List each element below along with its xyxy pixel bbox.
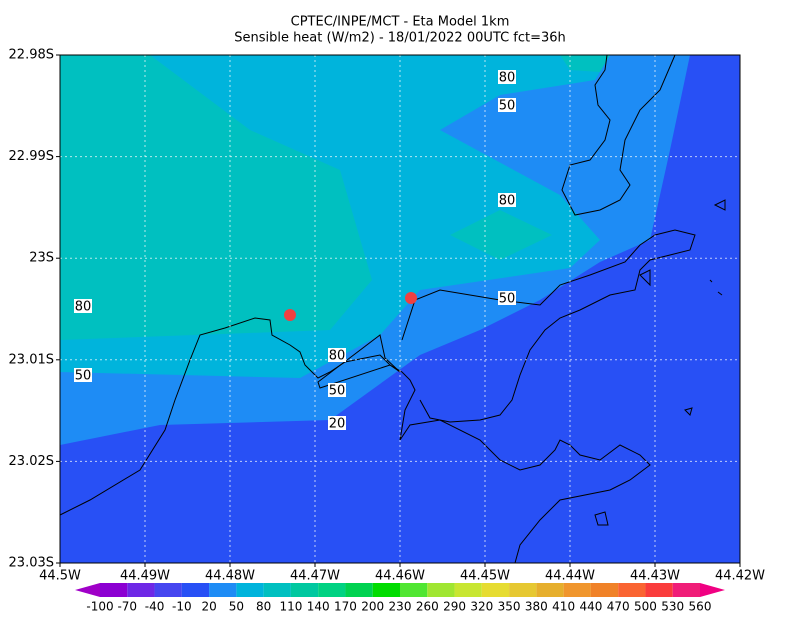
contour-label-box	[498, 291, 516, 305]
lon-tick-label: 44.45W	[460, 569, 510, 584]
contour-label-box	[328, 416, 346, 430]
colorbar-label: 260	[416, 600, 439, 614]
colorbar-label: 560	[689, 600, 712, 614]
colorbar-swatch	[536, 583, 564, 597]
colorbar-label: 200	[361, 600, 384, 614]
colorbar-label: 50	[229, 600, 244, 614]
station-marker	[284, 309, 296, 321]
grid	[60, 55, 740, 563]
lon-tick-label: 44.5W	[39, 569, 81, 584]
colorbar-label: 350	[498, 600, 521, 614]
colorbar-swatch	[209, 583, 237, 597]
title-line: CPTEC/INPE/MCT - Eta Model 1km	[291, 15, 510, 30]
contour-label: 20	[329, 417, 346, 432]
contour-label: 80	[75, 300, 92, 315]
lon-tick-label: 44.47W	[290, 569, 340, 584]
colorbar-swatch	[509, 583, 537, 597]
colorbar-label: 410	[552, 600, 575, 614]
station-marker	[405, 292, 417, 304]
colorbar-label: 140	[307, 600, 330, 614]
region-110-140	[560, 55, 610, 72]
lon-tick-label: 44.42W	[715, 569, 765, 584]
lat-tick-label: 23.01S	[9, 352, 54, 367]
colorbar-label: 170	[334, 600, 357, 614]
lon-tick-label: 44.44W	[545, 569, 595, 584]
contour-label-box	[74, 299, 92, 313]
colorbar-arrow	[700, 583, 725, 597]
colorbar-swatch	[590, 583, 619, 597]
lat-tick-label: 23.03S	[9, 556, 54, 571]
lon-tick-label: 44.48W	[205, 569, 255, 584]
colorbar-swatch	[645, 583, 673, 597]
map-fill	[60, 55, 740, 563]
colorbar-swatch	[100, 583, 128, 597]
contour-label-box	[328, 348, 346, 362]
contour-label-box	[498, 70, 516, 84]
colorbar-arrow	[75, 583, 100, 597]
contour-label: 50	[329, 384, 346, 399]
colorbar-swatch	[154, 583, 182, 597]
colorbar-label: 440	[579, 600, 602, 614]
colorbar-label: 530	[661, 600, 684, 614]
region-110-140	[450, 210, 552, 260]
colorbar-swatch	[672, 583, 700, 597]
lon-tick-label: 44.46W	[375, 569, 425, 584]
contour-label: 50	[499, 99, 516, 114]
colorbar-label: 320	[470, 600, 493, 614]
lat-tick-label: 22.99S	[9, 149, 54, 164]
coastline-north	[561, 54, 676, 216]
lat-tick-label: 23.02S	[9, 454, 54, 469]
contour-label: 50	[75, 369, 92, 384]
lon-tick-label: 44.43W	[630, 569, 680, 584]
colorbar-swatch	[263, 583, 291, 597]
colorbar-swatch	[454, 583, 482, 597]
colorbar-label: -70	[117, 600, 137, 614]
colorbar-swatch	[481, 583, 510, 597]
region-110-140	[60, 55, 372, 340]
colorbar-label: 20	[201, 600, 216, 614]
lon-tick-label: 44.49W	[120, 569, 170, 584]
colorbar-swatch	[372, 583, 400, 597]
colorbar-label: 380	[525, 600, 548, 614]
coastline-east	[401, 229, 696, 423]
colorbar-label: 110	[279, 600, 302, 614]
colorbar-swatch	[181, 583, 210, 597]
colorbar-label: -100	[86, 600, 113, 614]
contour-label: 80	[329, 349, 346, 364]
contour-label-box	[498, 193, 516, 207]
lat-tick-label: 23S	[29, 251, 54, 266]
colorbar-swatch	[127, 583, 155, 597]
contour-label: 50	[499, 292, 516, 307]
colorbar-label: -10	[172, 600, 192, 614]
islands	[594, 199, 726, 526]
colorbar-label: 500	[634, 600, 657, 614]
contour-label-box	[328, 383, 346, 397]
contour-label: 80	[499, 194, 516, 209]
title-line: Sensible heat (W/m2) - 18/01/2022 00UTC …	[234, 31, 566, 46]
colorbar-label: 230	[389, 600, 412, 614]
colorbar-label: 80	[256, 600, 271, 614]
lat-tick-label: 22.98S	[9, 48, 54, 63]
colorbar-swatch	[290, 583, 319, 597]
colorbar-swatch	[618, 583, 646, 597]
colorbar-swatch	[427, 583, 455, 597]
colorbar-label: 470	[607, 600, 630, 614]
colorbar-swatch	[318, 583, 346, 597]
colorbar-swatch	[563, 583, 591, 597]
colorbar-label: -40	[145, 600, 165, 614]
colorbar-swatch	[345, 583, 373, 597]
colorbar-swatch	[236, 583, 264, 597]
contour-label: 80	[499, 71, 516, 86]
colorbar-swatch	[400, 583, 428, 597]
contour-label-box	[498, 98, 516, 112]
contour-label-box	[74, 368, 92, 382]
colorbar-label: 290	[443, 600, 466, 614]
